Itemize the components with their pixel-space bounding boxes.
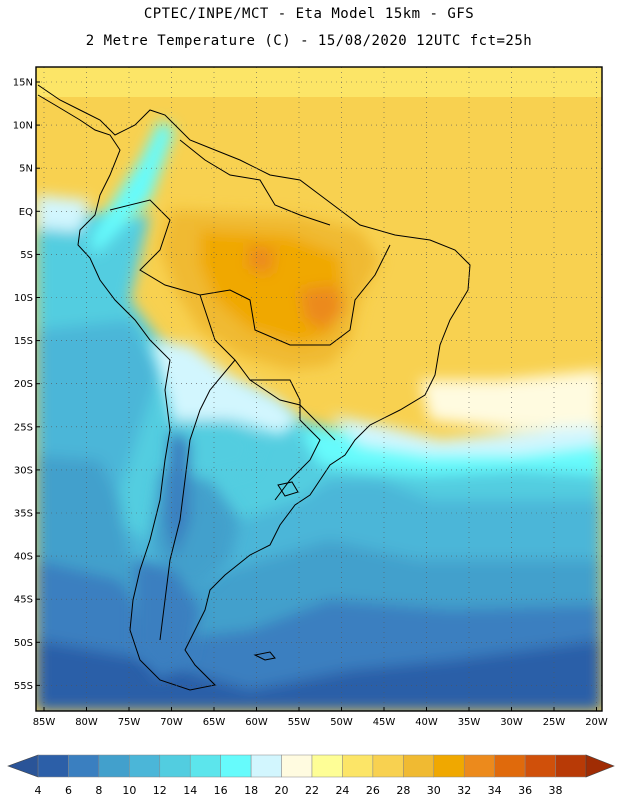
lon-label: 85W — [33, 717, 56, 728]
lat-label: 40S — [14, 552, 33, 563]
lon-label: 35W — [458, 717, 481, 728]
lat-label: 10N — [13, 121, 33, 132]
lat-label: 35S — [14, 509, 33, 520]
chart-title: CPTEC/INPE/MCT - Eta Model 15km - GFS — [143, 6, 475, 22]
lon-label: 20W — [585, 717, 608, 728]
legend-swatch — [403, 754, 435, 778]
legend-swatch — [311, 754, 343, 778]
legend-label: 24 — [335, 784, 349, 797]
lon-label: 50W — [330, 717, 353, 728]
lat-label: 5N — [19, 164, 33, 175]
lat-label: 20S — [14, 379, 33, 390]
legend-arrow-high — [585, 754, 615, 778]
legend-arrow-low — [7, 754, 39, 778]
legend-swatch — [494, 754, 526, 778]
lat-label: EQ — [19, 207, 33, 218]
temperature-field — [36, 67, 602, 711]
legend-swatch — [37, 754, 69, 778]
legend-swatch — [433, 754, 465, 778]
legend-swatch — [524, 754, 556, 778]
legend-label: 32 — [457, 784, 471, 797]
legend-label: 34 — [488, 784, 502, 797]
legend-label: 12 — [153, 784, 167, 797]
legend-swatch — [342, 754, 374, 778]
legend-swatch — [250, 754, 282, 778]
lon-label: 80W — [75, 717, 98, 728]
legend-swatch — [189, 754, 221, 778]
lat-label: 55S — [14, 681, 33, 692]
lon-label: 30W — [500, 717, 523, 728]
legend-label: 6 — [65, 784, 72, 797]
legend-swatch — [372, 754, 404, 778]
legend-label: 10 — [122, 784, 136, 797]
chart-subtitle: 2 Metre Temperature (C) - 15/08/2020 12U… — [85, 33, 533, 49]
lat-label: 50S — [14, 638, 33, 649]
legend-swatch — [98, 754, 130, 778]
longitude-axis: 85W 80W 75W 70W 65W 60W 55W 50W 45W 40W 35W 30W 25W 2… — [33, 707, 608, 728]
legend-swatch — [463, 754, 495, 778]
legend-swatch — [555, 754, 587, 778]
lat-label: 10S — [14, 293, 33, 304]
lat-label: 45S — [14, 595, 33, 606]
legend-swatch — [159, 754, 191, 778]
lon-label: 65W — [203, 717, 226, 728]
legend-label: 16 — [214, 784, 228, 797]
color-legend: 4 6 8 10 12 14 16 18 20 22 24 26 28 30 32 34 36 38 — [7, 754, 615, 797]
lat-label: 30S — [14, 465, 33, 476]
legend-swatch — [220, 754, 252, 778]
legend-label: 8 — [95, 784, 102, 797]
legend-label: 26 — [366, 784, 380, 797]
lon-label: 60W — [245, 717, 268, 728]
coastlines — [37, 84, 471, 691]
lat-label: 15N — [13, 78, 33, 89]
legend-swatch — [68, 754, 100, 778]
legend-label: 4 — [35, 784, 42, 797]
lat-label: 5S — [20, 250, 33, 261]
lon-label: 25W — [543, 717, 566, 728]
legend-label: 22 — [305, 784, 319, 797]
legend-label: 30 — [427, 784, 441, 797]
legend-label: 14 — [183, 784, 197, 797]
lon-label: 45W — [373, 717, 396, 728]
legend-swatch — [129, 754, 161, 778]
legend-swatch — [281, 754, 313, 778]
lon-label: 70W — [160, 717, 183, 728]
latitude-axis: 15N 10N 5N EQ 5S 10S 15S 20S 25S 30S 35S 40S 45S 50S 5… — [13, 78, 40, 692]
legend-label: 18 — [244, 784, 258, 797]
legend-label: 28 — [396, 784, 410, 797]
lon-label: 55W — [288, 717, 311, 728]
map-frame — [35, 66, 603, 712]
lon-label: 40W — [415, 717, 438, 728]
legend-label: 38 — [549, 784, 563, 797]
lat-label: 15S — [14, 336, 33, 347]
lon-label: 75W — [118, 717, 141, 728]
legend-label: 36 — [518, 784, 532, 797]
lat-label: 25S — [14, 422, 33, 433]
legend-label: 20 — [275, 784, 289, 797]
